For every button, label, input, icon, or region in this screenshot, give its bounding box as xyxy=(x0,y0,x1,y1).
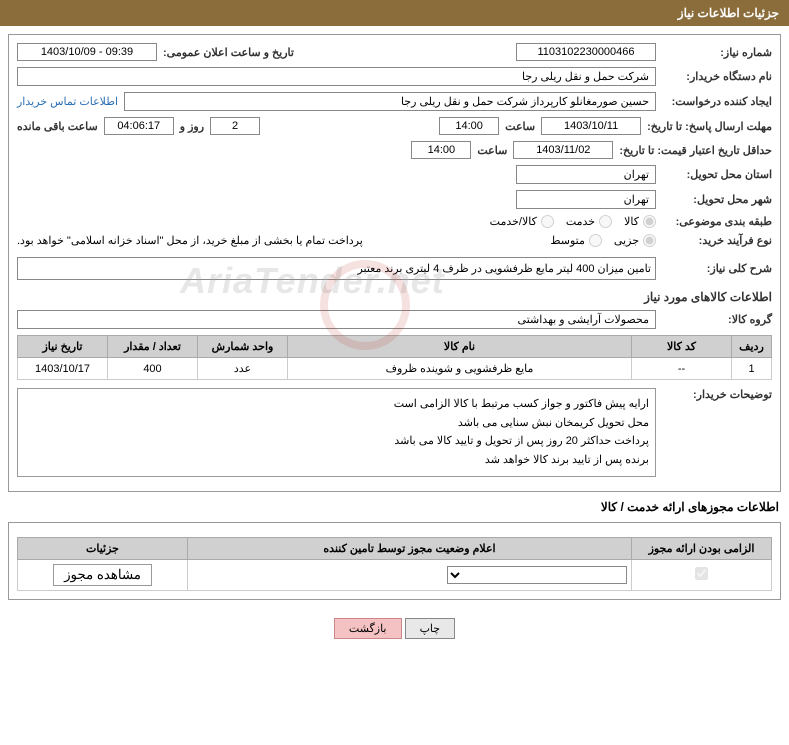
radio-goods xyxy=(643,215,656,228)
province-label: استان محل تحویل: xyxy=(662,168,772,181)
validity-date-field: 1403/11/02 xyxy=(513,141,613,159)
days-remaining-field: 2 xyxy=(210,117,260,135)
goods-group-field: محصولات آرایشی و بهداشتی xyxy=(17,310,656,329)
remaining-label: ساعت باقی مانده xyxy=(17,120,98,133)
validity-hour-field: 14:00 xyxy=(411,141,471,159)
days-and-label: روز و xyxy=(180,120,204,133)
time-remaining-field: 04:06:17 xyxy=(104,117,174,135)
radio-service xyxy=(599,215,612,228)
items-header: اطلاعات کالاهای مورد نیاز xyxy=(17,290,772,304)
cell-need-date: 1403/10/17 xyxy=(18,358,108,380)
col-row: ردیف xyxy=(732,336,772,358)
buyer-org-field: شرکت حمل و نقل ریلی رجا xyxy=(17,67,656,86)
need-number-field: 1103102230000466 xyxy=(516,43,656,61)
requester-label: ایجاد کننده درخواست: xyxy=(662,95,772,108)
permits-section-title: اطلاعات مجوزهای ارائه خدمت / کالا xyxy=(10,500,779,514)
permit-status-select[interactable] xyxy=(447,566,627,584)
cell-name: مایع ظرفشویی و شوینده ظروف xyxy=(288,358,632,380)
need-number-label: شماره نیاز: xyxy=(662,46,772,59)
buyer-note-line: برنده پس از تایید برند کالا خواهد شد xyxy=(24,451,649,470)
col-details: جزئیات xyxy=(18,537,188,559)
col-status: اعلام وضعیت مجوز توسط تامین کننده xyxy=(188,537,632,559)
mandatory-checkbox xyxy=(695,567,708,580)
radio-medium xyxy=(589,234,602,247)
radio-goods-service xyxy=(541,215,554,228)
action-buttons: چاپ بازگشت xyxy=(0,608,789,649)
city-label: شهر محل تحویل: xyxy=(662,193,772,206)
col-mandatory: الزامی بودن ارائه مجوز xyxy=(632,537,772,559)
purchase-type-radio-group: جزیی متوسط xyxy=(550,234,656,247)
cell-row: 1 xyxy=(732,358,772,380)
hour-label-2: ساعت xyxy=(477,144,507,157)
treasury-note: پرداخت تمام یا بخشی از مبلغ خرید، از محل… xyxy=(17,234,363,247)
view-permit-button[interactable]: مشاهده مجوز xyxy=(53,564,152,586)
cell-unit: عدد xyxy=(198,358,288,380)
buyer-org-label: نام دستگاه خریدار: xyxy=(662,70,772,83)
back-button[interactable]: بازگشت xyxy=(334,618,402,639)
buyer-notes-box: ارایه پیش فاکتور و جواز کسب مرتبط با کال… xyxy=(17,388,656,477)
buyer-contact-link[interactable]: اطلاعات تماس خریدار xyxy=(17,95,118,108)
overall-desc-label: شرح کلی نیاز: xyxy=(662,262,772,275)
buyer-note-line: پرداخت حداکثر 20 روز پس از تحویل و تایید… xyxy=(24,432,649,451)
announce-datetime-label: تاریخ و ساعت اعلان عمومی: xyxy=(163,46,294,59)
category-radio-group: کالا خدمت کالا/خدمت xyxy=(490,215,656,228)
table-row: 1 -- مایع ظرفشویی و شوینده ظروف عدد 400 … xyxy=(18,358,772,380)
permits-section: الزامی بودن ارائه مجوز اعلام وضعیت مجوز … xyxy=(8,522,781,600)
hour-label-1: ساعت xyxy=(505,120,535,133)
radio-small xyxy=(643,234,656,247)
print-button[interactable]: چاپ xyxy=(405,618,456,639)
response-deadline-label: مهلت ارسال پاسخ: تا تاریخ: xyxy=(647,120,772,133)
col-code: کد کالا xyxy=(632,336,732,358)
city-field: تهران xyxy=(516,190,656,209)
cell-code: -- xyxy=(632,358,732,380)
permit-row: مشاهده مجوز xyxy=(18,559,772,590)
cell-qty: 400 xyxy=(108,358,198,380)
items-table: ردیف کد کالا نام کالا واحد شمارش تعداد /… xyxy=(17,335,772,380)
overall-desc-field: تامین میزان 400 لیتر مایع ظرفشویی در ظرف… xyxy=(17,257,656,280)
col-name: نام کالا xyxy=(288,336,632,358)
validity-label: حداقل تاریخ اعتبار قیمت: تا تاریخ: xyxy=(619,144,772,157)
col-unit: واحد شمارش xyxy=(198,336,288,358)
requester-field: حسین صورمغانلو کارپرداز شرکت حمل و نقل ر… xyxy=(124,92,656,111)
page-header: جزئیات اطلاعات نیاز xyxy=(0,0,789,26)
col-need-date: تاریخ نیاز xyxy=(18,336,108,358)
buyer-note-line: ارایه پیش فاکتور و جواز کسب مرتبط با کال… xyxy=(24,395,649,414)
col-qty: تعداد / مقدار xyxy=(108,336,198,358)
goods-group-label: گروه کالا: xyxy=(662,313,772,326)
main-details-section: شماره نیاز: 1103102230000466 تاریخ و ساع… xyxy=(8,34,781,492)
purchase-type-label: نوع فرآیند خرید: xyxy=(662,234,772,247)
buyer-notes-label: توضیحات خریدار: xyxy=(662,388,772,401)
buyer-note-line: محل تحویل کریمخان نبش سنایی می باشد xyxy=(24,414,649,433)
province-field: تهران xyxy=(516,165,656,184)
page-title: جزئیات اطلاعات نیاز xyxy=(678,6,779,20)
response-hour-field: 14:00 xyxy=(439,117,499,135)
permits-table: الزامی بودن ارائه مجوز اعلام وضعیت مجوز … xyxy=(17,537,772,591)
category-label: طبقه بندی موضوعی: xyxy=(662,215,772,228)
announce-datetime-field: 1403/10/09 - 09:39 xyxy=(17,43,157,61)
response-date-field: 1403/10/11 xyxy=(541,117,641,135)
